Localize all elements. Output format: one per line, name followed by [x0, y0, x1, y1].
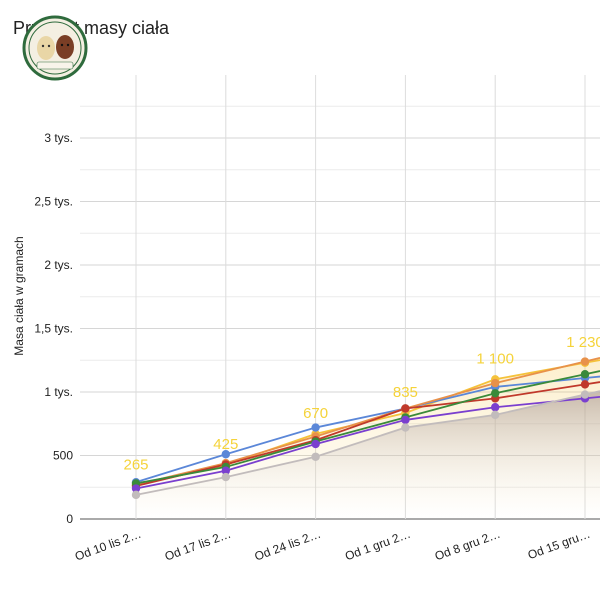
data-point	[580, 370, 590, 379]
data-label: 425	[213, 436, 238, 453]
data-label: 1 230	[566, 334, 600, 351]
y-tick-label: 0	[66, 512, 73, 526]
y-tick-label: 2,5 tys.	[34, 195, 73, 209]
y-axis-ticks: 0 500 1 tys. 1,5 tys. 2 tys. 2,5 tys. 3 tys.	[34, 131, 73, 526]
data-point	[131, 484, 141, 493]
y-tick-label: 1 tys.	[44, 385, 73, 399]
data-point	[491, 378, 500, 388]
data-point	[401, 404, 410, 413]
data-labels: 265 425 670 835 1 100 1 230	[123, 334, 600, 474]
data-point	[491, 389, 500, 398]
data-point	[580, 380, 590, 389]
y-tick-label: 500	[53, 449, 73, 463]
x-axis-ticks: Od 10 lis 2… Od 17 lis 2… Od 24 lis 2… Od 1…	[73, 527, 592, 564]
series-area	[136, 391, 600, 519]
y-tick-label: 1,5 tys.	[34, 322, 73, 336]
series-points	[131, 357, 590, 500]
x-tick-label: Od 17 lis 2…	[163, 527, 233, 564]
x-tick-label: Od 1 gru 2…	[343, 527, 412, 564]
x-tick-label: Od 15 gru…	[526, 527, 592, 563]
data-point	[221, 472, 230, 482]
y-tick-label: 3 tys.	[44, 131, 73, 145]
data-point	[491, 403, 500, 412]
data-point	[401, 423, 410, 432]
data-point	[311, 452, 320, 461]
x-tick-label: Od 8 gru 2…	[433, 527, 502, 564]
data-point	[580, 357, 590, 366]
data-label: 835	[393, 384, 418, 401]
data-point	[311, 439, 320, 449]
data-point	[491, 410, 500, 420]
data-point	[221, 466, 230, 475]
data-point	[221, 450, 230, 459]
data-label: 670	[303, 405, 328, 422]
data-point	[580, 390, 590, 399]
data-point	[131, 490, 141, 500]
y-tick-label: 2 tys.	[44, 258, 73, 272]
data-point	[401, 415, 410, 425]
kennel-logo	[22, 10, 88, 86]
x-tick-label: Od 10 lis 2…	[73, 527, 143, 564]
x-tick-label: Od 24 lis 2…	[253, 527, 323, 564]
data-label: 265	[123, 456, 148, 473]
data-point	[311, 423, 320, 432]
y-axis-label: Masa ciała w gramach	[12, 236, 26, 355]
data-label: 1 100	[476, 350, 514, 367]
